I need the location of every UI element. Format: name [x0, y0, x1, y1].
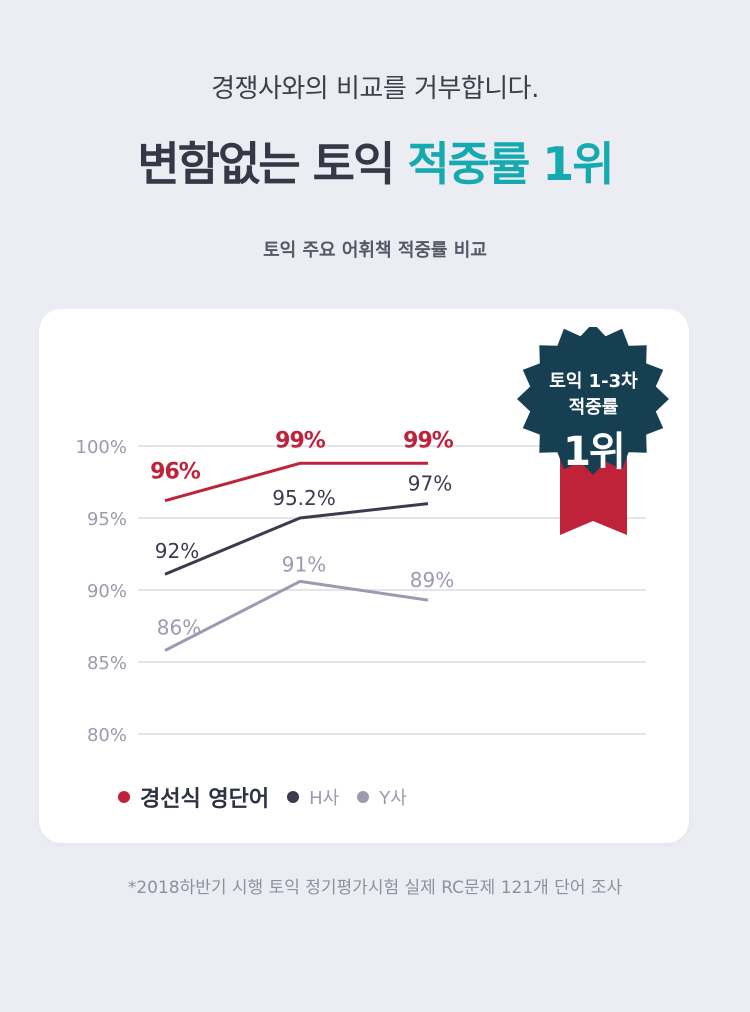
data-label: 97%: [408, 472, 452, 496]
legend-dot-h: [287, 791, 300, 803]
y-tick-label: 80%: [87, 725, 127, 746]
data-label: 86%: [157, 615, 201, 639]
y-tick-label: 100%: [76, 437, 127, 458]
data-label: 99%: [403, 428, 454, 453]
chart-section-title: 토익 주요 어휘책 적중률 비교: [263, 240, 487, 261]
chart-legend: 경선식 영단어 H사 Y사: [118, 780, 425, 814]
rank-badge: 토익 1-3차 적중률 1위: [515, 323, 672, 542]
legend-item-h: H사: [287, 784, 339, 810]
legend-label-primary: 경선식 영단어: [140, 787, 270, 812]
y-tick-label: 90%: [87, 581, 127, 602]
series-line-0: [164, 461, 428, 503]
badge-rank: 1위: [563, 429, 626, 475]
page-subtitle: 경쟁사와의 비교를 거부합니다.: [211, 74, 539, 104]
legend-item-primary: 경선식 영단어: [118, 781, 269, 813]
series-line-2: [164, 579, 429, 652]
legend-label-h: H사: [309, 788, 340, 809]
headline-accent: 적중률 1위: [407, 137, 614, 191]
legend-dot-y: [357, 791, 370, 803]
badge-shape: [517, 323, 669, 535]
data-label: 99%: [275, 428, 326, 453]
page-headline: 변함없는 토익 적중률 1위: [0, 128, 750, 194]
data-label: 92%: [155, 539, 199, 563]
data-label: 95.2%: [272, 486, 336, 510]
badge-line2: 적중률: [568, 397, 619, 418]
badge-seal: [517, 323, 669, 475]
data-label: 96%: [150, 460, 201, 485]
series-line-1: [164, 502, 429, 576]
legend-label-y: Y사: [379, 788, 407, 809]
y-tick-label: 95%: [87, 509, 127, 530]
footnote: *2018하반기 시행 토익 정기평가시험 실제 RC문제 121개 단어 조사: [127, 878, 623, 898]
legend-item-y: Y사: [357, 784, 407, 810]
data-label: 91%: [282, 552, 326, 576]
legend-dot-primary: [118, 791, 130, 803]
y-tick-label: 85%: [87, 653, 127, 674]
badge-ribbon: [560, 457, 627, 535]
badge-line1: 토익 1-3차: [549, 371, 638, 392]
headline-main: 변함없는 토익: [137, 137, 408, 191]
data-label: 89%: [410, 568, 454, 592]
